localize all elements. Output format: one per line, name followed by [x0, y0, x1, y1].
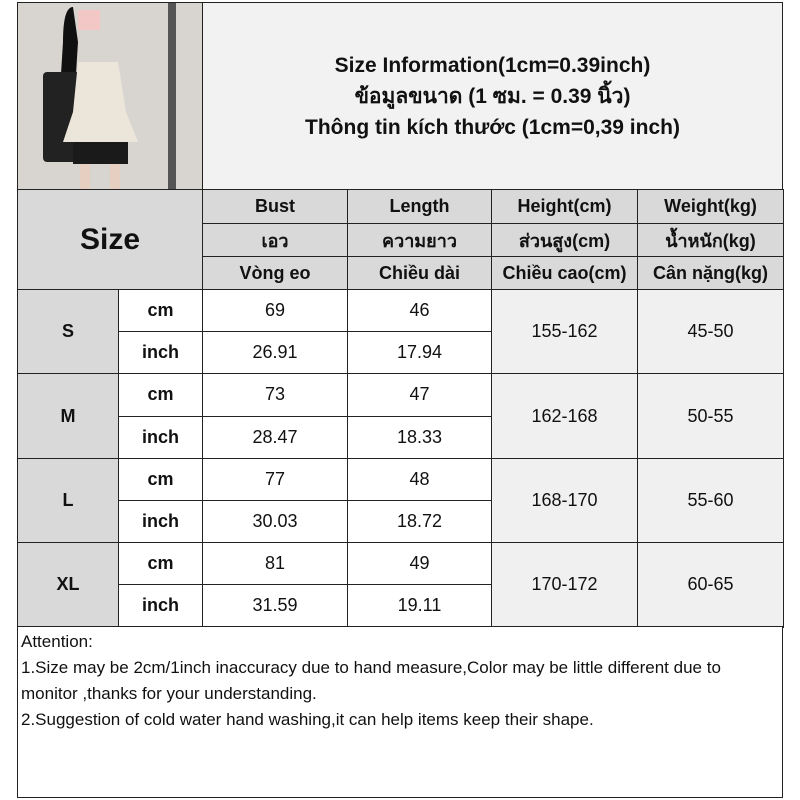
- attention-notes: Attention: 1.Size may be 2cm/1inch inacc…: [17, 626, 783, 798]
- length-value: 18.33: [347, 415, 492, 459]
- column-header: Vòng eo: [202, 256, 348, 290]
- attention-heading: Attention:: [21, 632, 93, 651]
- length-value: 48: [347, 457, 492, 501]
- column-header: ความยาว: [347, 223, 492, 257]
- column-header: Cân nặng(kg): [637, 256, 784, 290]
- column-header: Chiều dài: [347, 256, 492, 290]
- length-value: 18.72: [347, 500, 492, 544]
- attention-note-2: 2.Suggestion of cold water hand washing,…: [21, 710, 594, 729]
- size-info-title: Size Information(1cm=0.39inch) ข้อมูลขนา…: [202, 2, 783, 190]
- height-range: 155-162: [491, 289, 638, 375]
- length-value: 17.94: [347, 331, 492, 375]
- bust-value: 26.91: [202, 331, 348, 375]
- unit-label: cm: [118, 457, 203, 501]
- bust-value: 77: [202, 457, 348, 501]
- unit-label: cm: [118, 289, 203, 333]
- size-label: XL: [17, 542, 119, 628]
- size-label: S: [17, 289, 119, 375]
- length-value: 49: [347, 542, 492, 586]
- bust-value: 30.03: [202, 500, 348, 544]
- length-value: 46: [347, 289, 492, 333]
- length-value: 47: [347, 373, 492, 417]
- column-header: Length: [347, 189, 492, 224]
- size-label: M: [17, 373, 119, 459]
- bust-value: 81: [202, 542, 348, 586]
- column-header: Weight(kg): [637, 189, 784, 224]
- bust-value: 31.59: [202, 584, 348, 628]
- unit-label: inch: [118, 500, 203, 544]
- weight-range: 60-65: [637, 542, 784, 628]
- title-english: Size Information(1cm=0.39inch): [334, 53, 651, 77]
- title-thai: ข้อมูลขนาด (1 ซม. = 0.39 นิ้ว): [354, 84, 631, 108]
- product-photo: [17, 2, 203, 190]
- column-header: Height(cm): [491, 189, 638, 224]
- weight-range: 50-55: [637, 373, 784, 459]
- unit-label: cm: [118, 373, 203, 417]
- size-header: Size: [17, 189, 203, 290]
- unit-label: inch: [118, 584, 203, 628]
- bust-value: 69: [202, 289, 348, 333]
- height-range: 168-170: [491, 457, 638, 544]
- weight-range: 45-50: [637, 289, 784, 375]
- attention-note-1: 1.Size may be 2cm/1inch inaccuracy due t…: [21, 658, 721, 703]
- height-range: 170-172: [491, 542, 638, 628]
- column-header: ส่วนสูง(cm): [491, 223, 638, 257]
- size-label: L: [17, 457, 119, 544]
- column-header: เอว: [202, 223, 348, 257]
- height-range: 162-168: [491, 373, 638, 459]
- column-header: น้ำหนัก(kg): [637, 223, 784, 257]
- bust-value: 73: [202, 373, 348, 417]
- unit-label: inch: [118, 415, 203, 459]
- title-vietnamese: Thông tin kích thước (1cm=0,39 inch): [305, 115, 680, 139]
- column-header: Bust: [202, 189, 348, 224]
- unit-label: inch: [118, 331, 203, 375]
- column-header: Chiều cao(cm): [491, 256, 638, 290]
- unit-label: cm: [118, 542, 203, 586]
- length-value: 19.11: [347, 584, 492, 628]
- bust-value: 28.47: [202, 415, 348, 459]
- weight-range: 55-60: [637, 457, 784, 544]
- model-photo-illustration: [18, 3, 202, 189]
